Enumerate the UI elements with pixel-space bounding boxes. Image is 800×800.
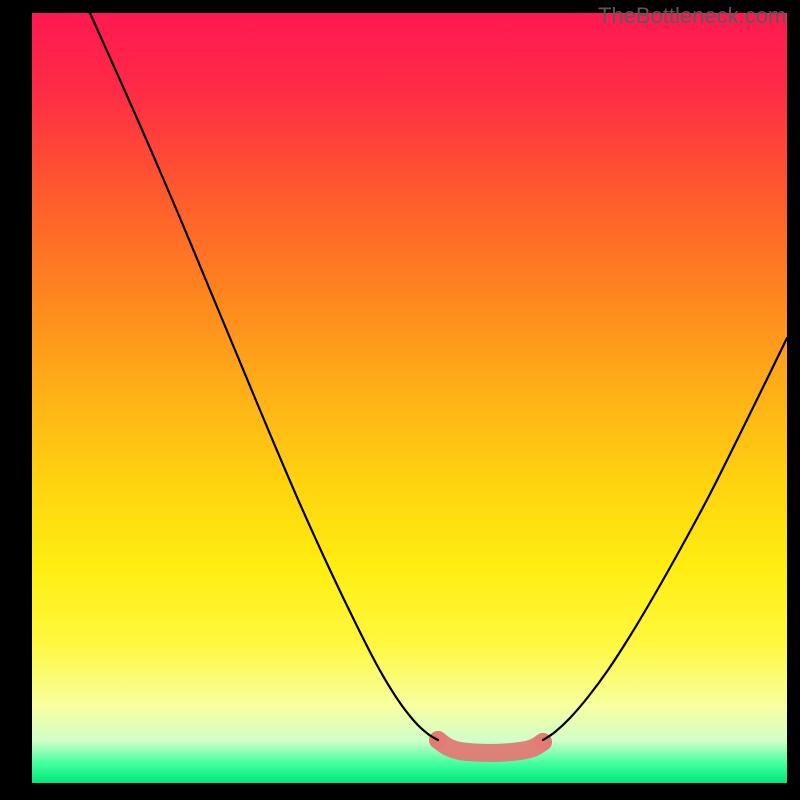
curve-overlay <box>0 0 800 800</box>
curve-left <box>90 13 438 740</box>
watermark-text: TheBottleneck.com <box>598 3 786 29</box>
chart-container: TheBottleneck.com <box>0 0 800 800</box>
plot-area <box>32 13 787 783</box>
curve-right <box>543 338 787 740</box>
trough-band <box>429 731 552 753</box>
